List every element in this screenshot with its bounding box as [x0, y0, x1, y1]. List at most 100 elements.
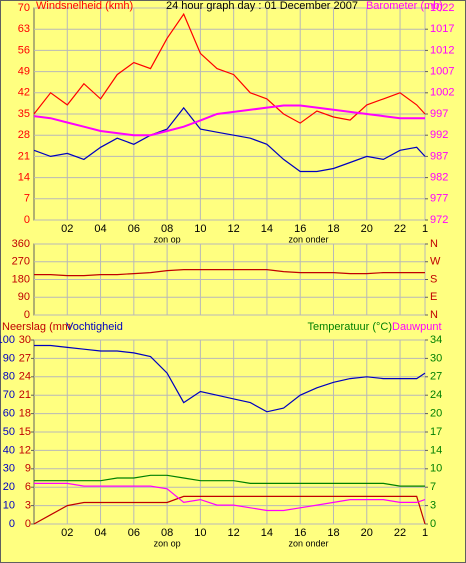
x-tick-label: 22 — [394, 223, 406, 235]
x-tick-label: 04 — [94, 223, 106, 235]
y-axis-label: Windsnelheid (kmh) — [36, 0, 133, 12]
x-tick-label: 06 — [128, 527, 140, 539]
y-tick-label: 100 — [0, 334, 15, 346]
y-tick-label: 40 — [3, 444, 15, 456]
x-tick-label: 02 — [61, 223, 73, 235]
y2-tick-label: 24 — [430, 389, 442, 401]
y2-tick-label: 1007 — [430, 66, 454, 78]
x-tick-label: 14 — [261, 223, 273, 235]
y3-tick-label: 9 — [25, 463, 31, 475]
x-tick-label: 08 — [161, 527, 173, 539]
y-tick-label: 270 — [12, 256, 30, 268]
annotation: zon onder — [289, 538, 329, 548]
y-tick-label: 63 — [18, 23, 30, 35]
data-line — [34, 482, 426, 512]
annotation: zon op — [154, 234, 181, 244]
y-tick-label: 21 — [18, 150, 30, 162]
legend-label: Dauwpunt — [392, 321, 442, 333]
data-line — [33, 104, 425, 137]
x-tick-label: 04 — [94, 527, 106, 539]
x-tick-label: 06 — [128, 223, 140, 235]
y2-tick-label: N — [430, 309, 438, 321]
y2-tick-label: 1012 — [430, 44, 454, 56]
y-tick-label: 0 — [24, 309, 30, 321]
x-tick-label: 18 — [327, 223, 339, 235]
y2-tick-label: 30 — [430, 352, 442, 364]
y-tick-label: 28 — [18, 129, 30, 141]
y2-tick-label: 14 — [430, 444, 442, 456]
y2-tick-label: 7 — [430, 481, 436, 493]
y2-tick-label: 1017 — [430, 23, 454, 35]
legend-label: Temperatuur (°C) — [308, 321, 392, 333]
x-tick-label: 10 — [194, 223, 206, 235]
y2-tick-label: 20 — [430, 408, 442, 420]
y2-tick-label: 997 — [430, 108, 448, 120]
data-line — [33, 106, 426, 173]
y-tick-label: 90 — [18, 291, 30, 303]
y2-tick-label: 992 — [430, 129, 448, 141]
y2-tick-label: N — [430, 238, 438, 250]
y-tick-label: 60 — [3, 408, 15, 420]
y3-tick-label: 18 — [19, 408, 31, 420]
y3-tick-label: 3 — [25, 500, 31, 512]
y3-tick-label: 24 — [19, 371, 31, 383]
y2-tick-label: 1002 — [430, 87, 454, 99]
y3-tick-label: 30 — [19, 334, 31, 346]
annotation: zon onder — [289, 234, 329, 244]
y-tick-label: 0 — [24, 214, 30, 226]
y3-tick-label: 21 — [19, 389, 31, 401]
x-tick-label: 16 — [294, 223, 306, 235]
chart-title: 24 hour graph day : 01 December 2007 — [166, 0, 358, 12]
x-tick-label: 1 — [422, 527, 428, 539]
y3-tick-label: 0 — [25, 518, 31, 530]
legend-label: Neerslag (mm — [2, 321, 71, 333]
y3-tick-label: 27 — [19, 352, 31, 364]
y2-tick-label: 3 — [430, 500, 436, 512]
y-tick-label: 70 — [18, 2, 30, 14]
y-tick-label: 360 — [12, 238, 30, 250]
x-tick-label: 12 — [228, 527, 240, 539]
data-line — [33, 495, 426, 525]
y-tick-label: 35 — [18, 108, 30, 120]
y2-tick-label: 987 — [430, 150, 448, 162]
y2-tick-label: 0 — [430, 518, 436, 530]
x-tick-label: 12 — [228, 223, 240, 235]
y-tick-label: 14 — [18, 172, 30, 184]
x-tick-label: 08 — [161, 223, 173, 235]
y-tick-label: 42 — [18, 87, 30, 99]
y2-axis-label: Barometer (mb) — [366, 0, 443, 12]
y2-tick-label: 17 — [430, 426, 442, 438]
x-tick-label: 20 — [361, 527, 373, 539]
y2-tick-label: 977 — [430, 193, 448, 205]
x-tick-label: 16 — [294, 527, 306, 539]
y2-tick-label: E — [430, 291, 437, 303]
x-tick-label: 20 — [361, 223, 373, 235]
y-tick-label: 7 — [24, 193, 30, 205]
data-line — [34, 344, 426, 413]
y-tick-label: 20 — [3, 481, 15, 493]
y2-tick-label: 1022 — [430, 2, 454, 14]
y-tick-label: 180 — [12, 273, 30, 285]
y-tick-label: 70 — [3, 389, 15, 401]
y-tick-label: 80 — [3, 371, 15, 383]
y3-tick-label: 12 — [19, 444, 31, 456]
x-tick-label: 10 — [194, 527, 206, 539]
y-tick-label: 10 — [3, 500, 15, 512]
x-tick-label: 1 — [422, 223, 428, 235]
data-line — [34, 474, 425, 487]
y2-tick-label: W — [430, 256, 441, 268]
y-tick-label: 50 — [3, 426, 15, 438]
legend-label: Vochtigheid — [66, 321, 123, 333]
y2-tick-label: 34 — [430, 334, 442, 346]
data-line — [33, 12, 426, 124]
x-tick-label: 02 — [61, 527, 73, 539]
x-tick-label: 22 — [394, 527, 406, 539]
y-tick-label: 56 — [18, 44, 30, 56]
y2-tick-label: 972 — [430, 214, 448, 226]
y2-tick-label: 27 — [430, 371, 442, 383]
y2-tick-label: S — [430, 273, 437, 285]
y2-tick-label: 10 — [430, 463, 442, 475]
annotation: zon op — [154, 538, 181, 548]
